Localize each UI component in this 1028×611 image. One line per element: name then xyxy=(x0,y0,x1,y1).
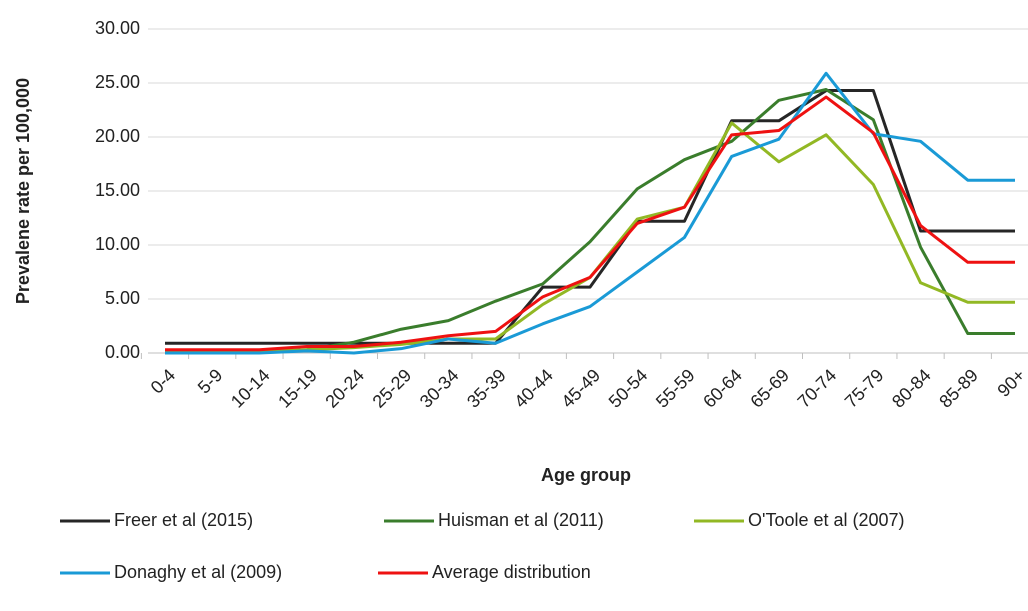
x-tick-label: 85-89 xyxy=(935,365,982,412)
y-tick-label: 15.00 xyxy=(95,180,140,200)
y-tick-label: 0.00 xyxy=(105,342,140,362)
x-tick-label: 90+ xyxy=(993,365,1028,401)
x-tick-label: 35-39 xyxy=(463,365,510,412)
legend-label: Average distribution xyxy=(432,562,591,582)
x-tick-label: 75-79 xyxy=(841,365,888,412)
y-tick-label: 10.00 xyxy=(95,234,140,254)
x-tick-label: 45-49 xyxy=(557,365,604,412)
y-tick-label: 25.00 xyxy=(95,72,140,92)
y-tick-label: 30.00 xyxy=(95,18,140,38)
x-tick-label: 0-4 xyxy=(147,365,180,398)
x-tick-label: 80-84 xyxy=(888,365,935,412)
y-tick-label: 20.00 xyxy=(95,126,140,146)
x-tick-label: 25-29 xyxy=(369,365,416,412)
x-tick-label: 70-74 xyxy=(794,365,841,412)
x-tick-label: 60-64 xyxy=(699,365,746,412)
x-tick-label: 40-44 xyxy=(510,365,557,412)
series-line xyxy=(165,89,1015,345)
y-axis-title: Prevalene rate per 100,000 xyxy=(13,78,33,304)
legend-label: Donaghy et al (2009) xyxy=(114,562,282,582)
legend-label: Huisman et al (2011) xyxy=(438,510,604,530)
legend-label: O'Toole et al (2007) xyxy=(748,510,905,530)
x-tick-label: 5-9 xyxy=(194,365,227,398)
x-tick-label: 15-19 xyxy=(274,365,321,412)
x-tick-label: 30-34 xyxy=(416,365,463,412)
x-tick-label: 10-14 xyxy=(227,365,274,412)
x-axis-title: Age group xyxy=(541,465,631,485)
x-tick-label: 55-59 xyxy=(652,365,699,412)
x-tick-label: 20-24 xyxy=(321,365,368,412)
series-line xyxy=(165,95,1015,352)
x-tick-label: 65-69 xyxy=(746,365,793,412)
legend-label: Freer et al (2015) xyxy=(114,510,253,530)
x-tick-label: 50-54 xyxy=(605,365,652,412)
y-tick-label: 5.00 xyxy=(105,288,140,308)
